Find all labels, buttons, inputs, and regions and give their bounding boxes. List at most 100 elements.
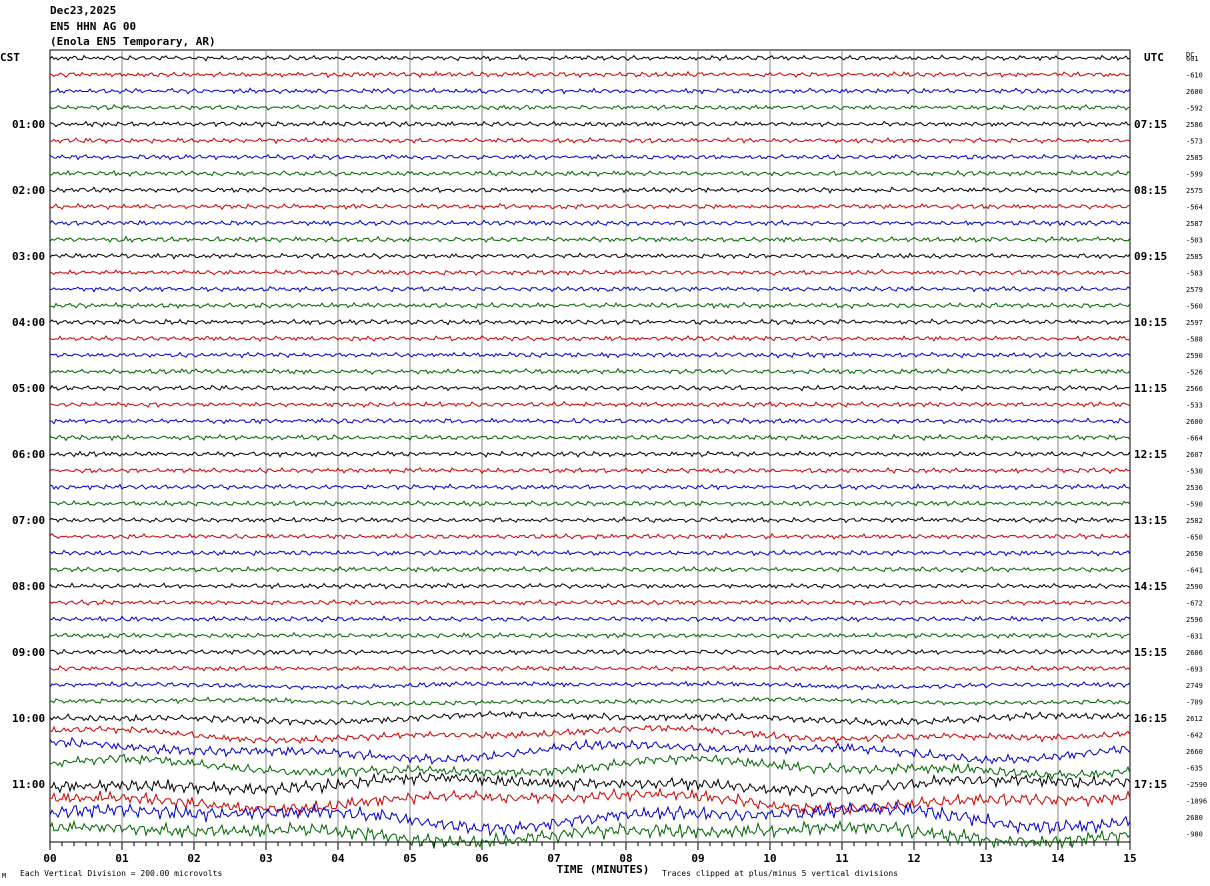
seismic-trace — [49, 800, 1131, 837]
dc-offset-label: -530 — [1186, 468, 1203, 476]
seismic-trace — [49, 120, 1131, 128]
seismic-trace — [49, 631, 1131, 639]
utc-axis-title: UTC — [1144, 51, 1164, 64]
dc-offset-label: 2607 — [1186, 451, 1203, 459]
seismic-trace — [49, 532, 1131, 540]
x-tick-label: 05 — [403, 852, 416, 865]
plot-frame — [49, 49, 1131, 843]
seismic-trace — [49, 169, 1131, 178]
dc-offset-label: 2596 — [1186, 616, 1203, 624]
seismic-trace — [49, 450, 1131, 458]
seismic-trace — [49, 736, 1131, 765]
utc-hour-label: 15:15 — [1134, 646, 1167, 659]
cst-hour-label: 01:00 — [12, 118, 45, 131]
cst-hour-label: 09:00 — [12, 646, 45, 659]
cst-axis-title: CST — [0, 51, 20, 64]
utc-hour-label: 09:15 — [1134, 250, 1167, 263]
seismic-trace — [49, 252, 1131, 260]
utc-hour-label: 14:15 — [1134, 580, 1167, 593]
corner-mark: M — [2, 872, 6, 880]
dc-offset-label: -560 — [1186, 303, 1203, 311]
seismic-trace — [49, 724, 1131, 745]
dc-offset-label: -650 — [1186, 534, 1203, 542]
dc-offset-label: -1096 — [1186, 798, 1207, 806]
scale-note: Each Vertical Division = 200.00 microvol… — [20, 869, 222, 878]
x-tick-label: 12 — [907, 852, 920, 865]
seismic-trace — [49, 499, 1131, 507]
dc-offset-label: 2579 — [1186, 286, 1203, 294]
dc-offset-label: -980 — [1186, 831, 1203, 839]
dc-offset-label: -583 — [1186, 270, 1203, 278]
seismic-trace — [49, 87, 1131, 95]
date-label: Dec23,2025 — [50, 4, 117, 17]
dc-offset-label: -709 — [1186, 699, 1203, 707]
seismic-trace — [49, 680, 1131, 691]
x-tick-label: 08 — [619, 852, 632, 865]
x-tick-label: 04 — [331, 852, 345, 865]
seismic-trace — [49, 351, 1131, 359]
dc-offset-label: -610 — [1186, 72, 1203, 80]
dc-offset-label: -533 — [1186, 402, 1203, 410]
cst-hour-label: 11:00 — [12, 778, 45, 791]
dc-offset-label: -590 — [1186, 501, 1203, 509]
cst-hour-label: 05:00 — [12, 382, 45, 395]
dc-offset-label: 2590 — [1186, 583, 1203, 591]
utc-hour-label: 07:15 — [1134, 118, 1167, 131]
dc-offset-label: -564 — [1186, 204, 1203, 212]
seismic-trace — [50, 136, 1131, 145]
x-axis-label: TIME (MINUTES) — [557, 863, 650, 876]
dc-offset-label: -573 — [1186, 138, 1203, 146]
dc-title: DC — [1186, 51, 1194, 59]
dc-offset-label: -2590 — [1186, 781, 1207, 789]
x-tick-label: 00 — [43, 852, 56, 865]
dc-offset-label: 2586 — [1186, 121, 1203, 129]
dc-offset-label: -588 — [1186, 336, 1203, 344]
seismic-trace — [49, 696, 1131, 707]
dc-offset-label: -526 — [1186, 369, 1203, 377]
x-tick-label: 09 — [691, 852, 704, 865]
seismic-trace — [49, 400, 1131, 408]
x-tick-label: 06 — [475, 852, 489, 865]
x-tick-label: 03 — [259, 852, 272, 865]
utc-hour-label: 13:15 — [1134, 514, 1167, 527]
utc-hour-label: 11:15 — [1134, 382, 1167, 395]
seismic-trace — [49, 235, 1131, 243]
x-tick-label: 13 — [979, 852, 992, 865]
x-tick-label: 14 — [1051, 852, 1065, 865]
seismic-trace — [49, 103, 1131, 111]
cst-hour-label: 10:00 — [12, 712, 45, 725]
seismic-trace — [49, 549, 1131, 557]
dc-offset-label: 2660 — [1186, 748, 1203, 756]
x-tick-label: 02 — [187, 852, 200, 865]
dc-offset-label: -664 — [1186, 435, 1203, 443]
clip-note: Traces clipped at plus/minus 5 vertical … — [662, 869, 898, 878]
seismic-trace — [49, 819, 1131, 850]
seismic-trace — [49, 153, 1131, 161]
seismic-trace — [49, 753, 1131, 781]
seismic-trace — [49, 268, 1131, 277]
cst-hour-label: 02:00 — [12, 184, 45, 197]
seismic-trace — [49, 70, 1130, 79]
cst-hour-label: 07:00 — [12, 514, 45, 527]
seismic-trace — [49, 285, 1131, 293]
seismic-trace — [49, 367, 1131, 375]
seismic-trace — [49, 219, 1131, 227]
cst-hour-label: 08:00 — [12, 580, 45, 593]
seismic-trace — [49, 334, 1131, 343]
seismic-trace — [49, 565, 1131, 573]
dc-offset-label: -641 — [1186, 567, 1203, 575]
dc-offset-label: 2600 — [1186, 88, 1203, 96]
dc-offset-label: 2566 — [1186, 385, 1203, 393]
utc-hour-label: 10:15 — [1134, 316, 1167, 329]
seismic-trace — [49, 301, 1131, 310]
dc-offset-label: 2536 — [1186, 484, 1203, 492]
seismic-trace — [49, 598, 1131, 607]
seismic-trace — [49, 417, 1131, 425]
seismic-trace — [49, 582, 1131, 590]
dc-offset-label: 2575 — [1186, 187, 1203, 195]
dc-offset-label: 2585 — [1186, 253, 1203, 261]
dc-offset-label: 2650 — [1186, 550, 1203, 558]
dc-offset-label: 2585 — [1186, 154, 1203, 162]
dc-offset-label: 2590 — [1186, 352, 1203, 360]
